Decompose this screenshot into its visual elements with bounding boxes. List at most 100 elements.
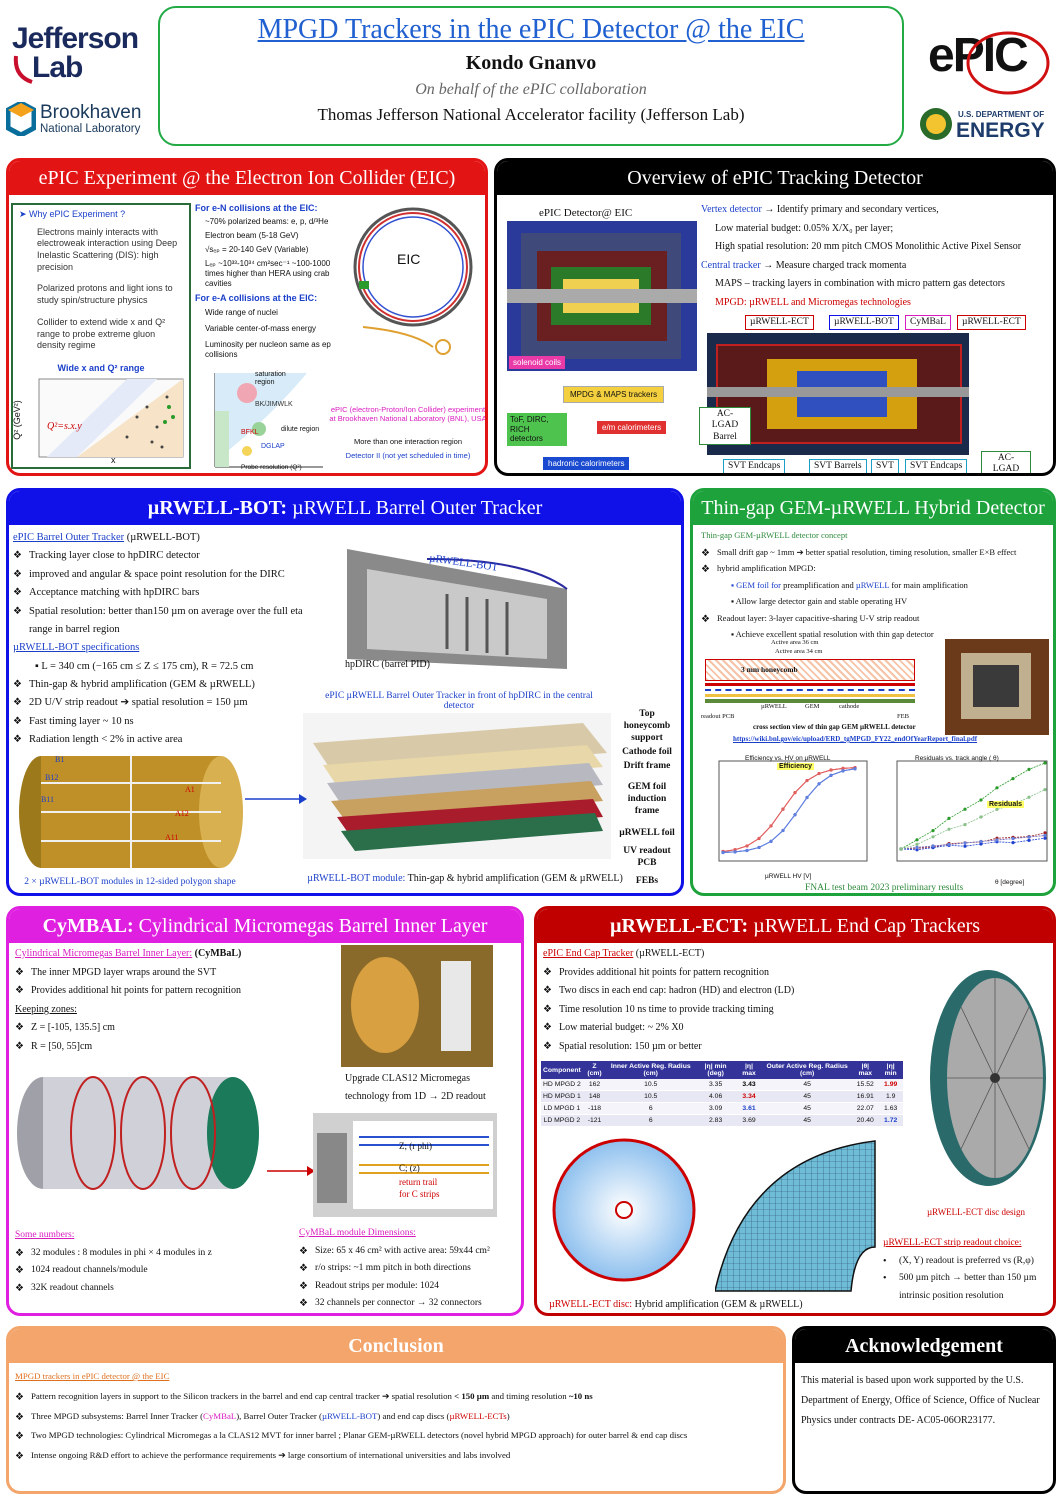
eic-ring-label: EIC: [397, 251, 421, 267]
overview-panel: Overview of ePIC Tracking Detector ePIC …: [494, 158, 1056, 476]
res-point: [915, 838, 919, 842]
cymbal-num: 32 modules : 8 modules in phi × 4 module…: [15, 1245, 295, 1263]
table-cell: 4.06: [695, 1090, 737, 1103]
ack-title: Acknowledgement: [795, 1329, 1053, 1363]
lbl-cymbal: CyMBaL: [905, 315, 951, 331]
hpdirc-label: hpDIRC (barrel PID): [345, 659, 430, 670]
eic-panel: ePIC Experiment @ the Electron Ion Colli…: [6, 158, 488, 476]
mod-label: B12: [45, 773, 59, 782]
doe-logo: U.S. DEPARTMENT OF ENERGY: [918, 106, 1058, 146]
gem-panel-title: Thin-gap GEM-µRWELL Hybrid Detector: [693, 491, 1053, 525]
conclusion-text: MPGD trackers in ePIC detector @ the EIC…: [15, 1367, 781, 1468]
xs-gem: GEM: [805, 703, 820, 710]
epic-orbit-icon: [966, 31, 1050, 95]
table-cell: LD MPGD 2: [541, 1114, 583, 1127]
res-point: [979, 798, 983, 802]
eff-point: [757, 836, 761, 841]
bot-item: Fast timing layer ~ 10 ns: [13, 713, 313, 731]
eff-point: [793, 813, 797, 817]
res-point: [963, 844, 967, 848]
cymbal-num: 32K readout channels: [15, 1280, 295, 1298]
eff-point: [745, 844, 749, 848]
why-item: Electrons mainly interacts with electrow…: [37, 226, 178, 272]
res-point: [1043, 833, 1047, 838]
xs-a34: Active area 34 cm: [775, 648, 823, 655]
table-header-cell: |η| max: [736, 1061, 762, 1079]
table-cell: 10.5: [606, 1079, 696, 1091]
table-cell: HD MPGD 2: [541, 1079, 583, 1091]
eic-ring-diagram: [353, 207, 473, 355]
res-point: [1027, 838, 1031, 842]
gem-sub: ▪ GEM foil for preamplification and µRWE…: [731, 579, 968, 590]
layer-label: UV readout PCB: [623, 845, 671, 868]
conclusion-item: Intense ongoing R&D effort to achieve th…: [15, 1446, 781, 1468]
ov-line: MAPS – tracking layers in combination wi…: [715, 278, 1005, 289]
ov-line: Low material budget: 0.05% X/X₀ per laye…: [715, 222, 894, 234]
cymbal-num: 1024 readout channels/module: [15, 1262, 295, 1280]
res-tag: Residuals: [987, 801, 1025, 808]
res-point: [979, 815, 983, 819]
tag-had: hadronic calorimeters: [543, 457, 630, 470]
layer-label: GEM foil induction frame: [627, 782, 667, 817]
bnl-logo-line1: Brookhaven: [40, 102, 142, 123]
cymbal-text: Cylindrical Micromegas Barrel Inner Laye…: [15, 945, 335, 1056]
plot-frame: [896, 760, 1048, 862]
table-cell: 20.40: [852, 1114, 879, 1127]
res-point: [963, 823, 967, 827]
ect-table-wrap: Component Z (cm) Inner Active Reg. Radius …: [541, 1061, 903, 1127]
ect-table: Component Z (cm) Inner Active Reg. Radius …: [541, 1061, 903, 1127]
res-point: [915, 845, 919, 850]
bot-spec: ▪ L = 340 cm (−165 cm ≤ Z ≤ 175 cm), R =…: [35, 660, 254, 672]
phase-dglap: DGLAP: [261, 443, 285, 450]
bot-right-caption: µRWELL-BOT module: Thin-gap & hybrid amp…: [307, 873, 623, 884]
layer-label: Drift frame: [623, 760, 671, 771]
layer-label: FEBs: [635, 875, 659, 886]
choice-item: 500 µm pitch → better than 150 µm intrin…: [883, 1270, 1053, 1305]
eff-point: [805, 778, 809, 783]
eff-point: [841, 769, 845, 773]
header-box: MPGD Trackers in the ePIC Detector @ the…: [158, 6, 904, 146]
res-point: [979, 839, 983, 844]
layer-label: Cathode foil: [622, 746, 672, 757]
res-point: [947, 816, 951, 820]
cymbal-barrel-image: [17, 1076, 259, 1190]
res-point: [979, 842, 983, 846]
table-cell: 15.52: [852, 1079, 879, 1091]
ect-item: Time resolution 10 ns time to provide tr…: [543, 1001, 903, 1020]
eff-xlabel: µRWELL HV [V]: [765, 873, 812, 880]
ect-disc-circle: [552, 1138, 696, 1282]
res-xlabel: θ [degree]: [995, 879, 1025, 886]
res-series-line: [900, 835, 1046, 850]
xs-caption: cross section view of thin gap GEM µRWEL…: [753, 723, 916, 731]
eff-point: [781, 807, 785, 811]
mod-label: A12: [175, 809, 189, 818]
bot-panel: µRWELL-BOT: µRWELL Barrel Outer Tracker …: [6, 488, 684, 896]
table-cell: 45: [762, 1114, 853, 1127]
why-item: Polarized protons and light ions to stud…: [37, 283, 173, 306]
res-point: [1043, 788, 1047, 792]
cymbal-strip-diagram: [313, 1113, 497, 1217]
eff-point: [853, 767, 857, 771]
xs-pcb: readout PCB: [701, 713, 735, 720]
upgrade-line2: technology from 1D → 2D readout: [345, 1091, 486, 1102]
table-cell: 3.61: [736, 1102, 762, 1115]
choice-item: (X, Y) readout is preferred vs (R,φ): [883, 1253, 1053, 1271]
cymbal-item: Z = [-105, 135.5] cm: [15, 1019, 335, 1038]
bot-item: Thin-gap & hybrid amplification (GEM & µ…: [13, 676, 313, 694]
overview-text: Vertex detector → Identify primary and s…: [701, 201, 1053, 312]
arrow-icon: [245, 794, 307, 804]
bot-left-caption: 2 × µRWELL-BOT modules in 12-sided polyg…: [24, 877, 236, 887]
ect-panel: µRWELL-ECT: µRWELL End Cap Trackers ePIC…: [534, 906, 1056, 1316]
eff-point: [745, 848, 749, 853]
bnl-caption: ePIC (electron-Proton/Ion Collider) expe…: [329, 405, 487, 424]
eff-point: [757, 845, 761, 850]
res-point: [1027, 767, 1031, 771]
why-item: Collider to extend wide x and Q² range t…: [37, 316, 166, 351]
eff-point: [829, 768, 833, 772]
strip-z-label: Z; (r phi): [399, 1141, 432, 1151]
detector2: Detector II (not yet scheduled in time): [345, 451, 471, 460]
jlab-logo-line2: Lab: [32, 51, 83, 84]
ov-line: High spatial resolution: 20 mm pitch CMO…: [715, 241, 1022, 252]
arrow-icon: [267, 1166, 315, 1176]
ect-heading: ePIC End Cap Tracker (µRWELL-ECT): [543, 948, 705, 959]
